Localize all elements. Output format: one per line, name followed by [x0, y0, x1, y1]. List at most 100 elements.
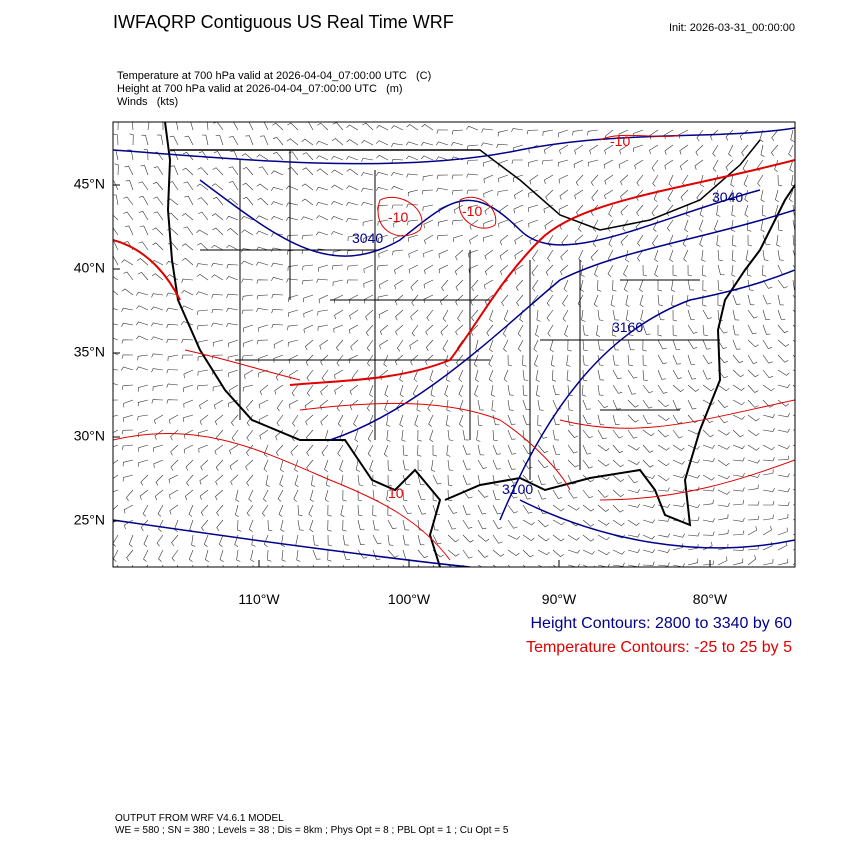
wind-barb — [529, 234, 539, 245]
wind-barb — [744, 204, 749, 217]
wind-barb — [612, 279, 617, 292]
height-contour — [113, 499, 795, 567]
wind-barb — [447, 489, 453, 502]
wind-barb — [756, 159, 764, 172]
wind-barb — [241, 153, 254, 161]
wind-barb — [387, 519, 397, 530]
wind-barb — [347, 234, 359, 242]
wind-barb — [386, 414, 391, 427]
wind-barb — [384, 384, 389, 398]
wind-barb — [471, 279, 479, 292]
wind-barb — [258, 166, 269, 176]
wind-barb — [672, 339, 681, 350]
wind-barb — [777, 444, 790, 450]
wind-barb — [481, 142, 494, 147]
lat-label: 25°N — [74, 512, 105, 528]
wind-barb — [591, 189, 599, 202]
wind-barb — [271, 201, 284, 206]
wind-barb — [747, 309, 758, 319]
wind-barb — [455, 324, 464, 336]
wind-barb — [436, 187, 449, 192]
wind-barb — [171, 534, 179, 547]
wind-barb — [200, 504, 209, 516]
wind-barb — [747, 324, 757, 335]
wind-barb — [762, 444, 775, 451]
wind-barb — [316, 278, 329, 283]
wind-barb — [637, 249, 644, 262]
wind-barb — [424, 264, 434, 275]
wind-barb — [528, 159, 539, 167]
wind-barb — [462, 444, 471, 455]
wind-barb — [762, 264, 767, 277]
wind-barb — [760, 189, 765, 202]
wind-barb — [777, 399, 790, 407]
wind-barb — [458, 369, 464, 382]
wind-barb — [196, 273, 209, 281]
wind-barb — [728, 144, 734, 157]
wind-barb — [281, 534, 286, 547]
wind-barb — [732, 369, 744, 378]
wind-barb — [137, 354, 149, 361]
wind-barb — [416, 399, 421, 412]
field-label: Temperature at 700 hPa valid at 2026-04-… — [117, 70, 431, 82]
wind-barb — [195, 291, 209, 296]
wind-barb — [357, 549, 368, 559]
wind-barb — [777, 354, 789, 363]
wind-barb — [199, 474, 209, 485]
wind-barb — [477, 444, 485, 456]
wind-barb — [462, 549, 473, 559]
wind-barb — [514, 249, 524, 260]
wind-barb — [514, 264, 524, 275]
wind-barb — [387, 549, 399, 558]
wind-barb — [627, 503, 640, 508]
wind-barb — [537, 489, 547, 500]
wind-barb — [537, 429, 548, 439]
wind-barb — [702, 324, 708, 336]
wind-barb — [372, 519, 380, 531]
wind-barb — [316, 155, 329, 161]
wind-barb — [514, 234, 524, 245]
wind-barb — [731, 264, 736, 277]
wind-barb — [702, 560, 715, 566]
wind-barb — [308, 504, 314, 517]
wind-barb — [215, 135, 224, 146]
wind-barb — [762, 525, 772, 536]
wind-barb — [151, 368, 164, 373]
wind-barb — [627, 414, 639, 423]
wind-barb — [522, 414, 531, 425]
wind-barb — [124, 225, 134, 236]
wind-barb — [158, 549, 164, 562]
wind-barb — [211, 294, 224, 299]
wind-barb — [346, 201, 359, 206]
wind-barb — [166, 260, 179, 266]
wind-barb — [241, 309, 254, 315]
wind-barb — [167, 354, 179, 361]
wind-barb — [170, 459, 179, 471]
wind-barb — [378, 234, 389, 243]
wind-barb — [702, 369, 712, 380]
wind-barb — [488, 354, 494, 367]
wind-barb — [346, 185, 359, 191]
wind-barb — [468, 264, 479, 274]
wind-barb — [701, 264, 707, 277]
wind-barb — [792, 204, 795, 216]
wind-barb — [627, 339, 635, 351]
wind-barb — [567, 549, 580, 554]
temperature-contour — [113, 159, 795, 386]
wind-barb — [376, 154, 389, 161]
wind-barb — [113, 194, 119, 206]
wind-barb — [526, 129, 539, 135]
height-contour — [499, 269, 795, 521]
wind-barb — [291, 429, 299, 442]
wind-barb — [332, 249, 344, 256]
wind-barb — [158, 519, 164, 532]
wind-barb — [331, 216, 344, 221]
wind-barb — [612, 444, 624, 454]
wind-barb — [498, 219, 509, 228]
wind-barb — [747, 526, 758, 536]
wind-barb — [287, 339, 299, 347]
wind-barb — [685, 204, 690, 217]
wind-barb — [211, 213, 224, 221]
wind-barb — [513, 174, 524, 183]
wind-barb — [183, 384, 194, 393]
